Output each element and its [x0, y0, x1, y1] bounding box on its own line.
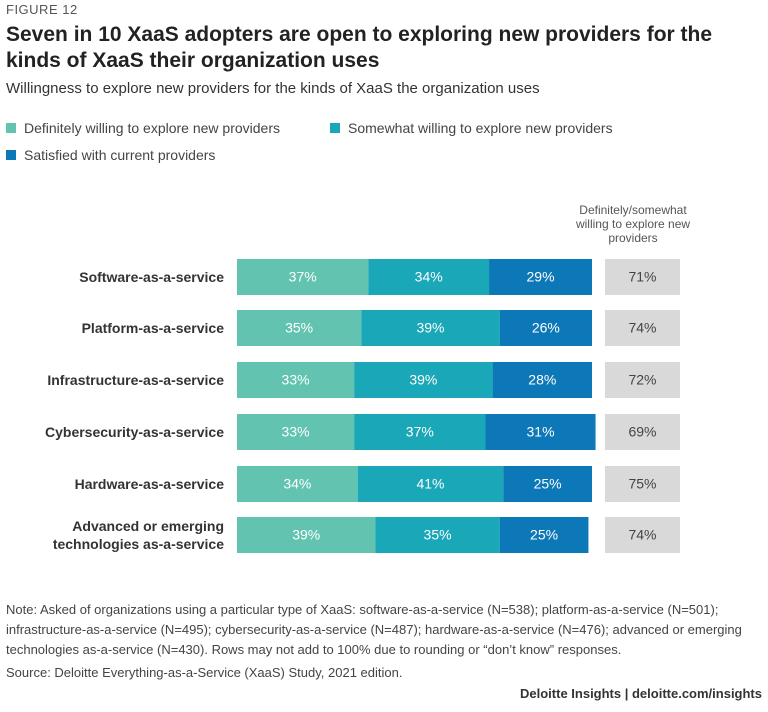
data-label: 34%: [415, 269, 443, 285]
legend-label: Definitely willing to explore new provid…: [24, 120, 281, 136]
row-label: Software-as-a-service: [79, 269, 224, 285]
bar-segment: [354, 414, 486, 450]
bar-segment: [375, 517, 500, 553]
bar-segment: [361, 310, 500, 346]
total-box: [605, 362, 680, 398]
data-label: 28%: [528, 372, 556, 388]
row-label: Infrastructure-as-a-service: [47, 372, 224, 388]
figure-label: FIGURE 12: [6, 2, 78, 17]
bar-segment: [368, 259, 490, 295]
bar-segment: [237, 466, 358, 502]
bar-segment: [485, 414, 596, 450]
total-label: 72%: [628, 372, 656, 388]
legend-label: Somewhat willing to explore new provider…: [348, 120, 613, 136]
branding: Deloitte Insights | deloitte.com/insight…: [520, 686, 762, 701]
data-label: 37%: [289, 269, 317, 285]
data-label: 26%: [532, 320, 560, 336]
bar-segment: [354, 362, 493, 398]
data-label: 39%: [409, 372, 437, 388]
source: Source: Deloitte Everything-as-a-Service…: [6, 665, 403, 680]
bar-segment: [357, 466, 504, 502]
legend-item: Definitely willing to explore new provid…: [6, 120, 280, 136]
data-label: 25%: [534, 476, 562, 492]
total-box: [605, 310, 680, 346]
total-box: [605, 466, 680, 502]
bar-segment: [237, 310, 362, 346]
bar-segment: [489, 259, 592, 295]
total-label: 74%: [628, 320, 656, 336]
bar-segment: [237, 362, 355, 398]
bar-segment: [237, 259, 369, 295]
total-label: 71%: [628, 269, 656, 285]
row-label: Advanced or emerging technologies as-a-s…: [52, 518, 224, 552]
note: Note: Asked of organizations using a par…: [6, 602, 742, 657]
data-label: 41%: [416, 476, 444, 492]
row-label: Cybersecurity-as-a-service: [45, 424, 224, 440]
row-label: Hardware-as-a-service: [74, 476, 224, 492]
legend-swatch: [330, 123, 340, 133]
data-label: 35%: [424, 527, 452, 543]
total-label: 69%: [628, 424, 656, 440]
chart-title: Seven in 10 XaaS adopters are open to ex…: [6, 23, 713, 72]
bar-segment: [499, 310, 592, 346]
legend-item: Satisfied with current providers: [6, 147, 215, 163]
total-box: [605, 259, 680, 295]
total-box: [605, 517, 680, 553]
data-label: 25%: [530, 527, 558, 543]
total-label: 75%: [628, 476, 656, 492]
data-label: 35%: [285, 320, 313, 336]
total-box: [605, 414, 680, 450]
bar-segment: [499, 517, 589, 553]
data-label: 31%: [527, 424, 555, 440]
legend-swatch: [6, 150, 16, 160]
totals-header: Definitely/somewhat willing to explore n…: [575, 203, 691, 245]
chart-subtitle: Willingness to explore new providers for…: [6, 80, 540, 97]
data-label: 29%: [527, 269, 555, 285]
bar-segment: [503, 466, 592, 502]
data-label: 37%: [406, 424, 434, 440]
bar-segment: [237, 414, 355, 450]
legend-swatch: [6, 123, 16, 133]
data-label: 39%: [416, 320, 444, 336]
total-label: 74%: [628, 527, 656, 543]
data-label: 34%: [283, 476, 311, 492]
legend-item: Somewhat willing to explore new provider…: [330, 120, 613, 136]
bar-segment: [492, 362, 592, 398]
bar-segment: [237, 517, 376, 553]
data-label: 33%: [282, 424, 310, 440]
data-label: 33%: [282, 372, 310, 388]
row-label: Platform-as-a-service: [81, 320, 224, 336]
data-label: 39%: [292, 527, 320, 543]
legend-label: Satisfied with current providers: [24, 147, 216, 163]
